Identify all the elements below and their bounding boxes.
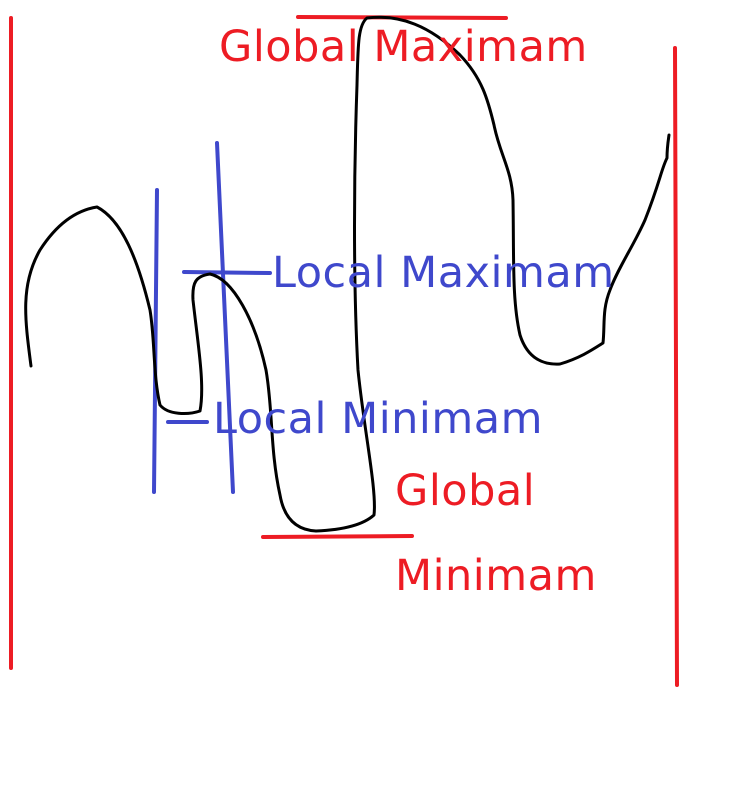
local-maximum-label: Local Maximam — [272, 248, 615, 298]
global-minimum-label-line2: Minimam — [395, 551, 597, 601]
local-right-vertical-line — [215, 141, 235, 494]
function-curve — [24, 15, 671, 533]
global-min-line — [261, 534, 414, 539]
global-max-line — [296, 15, 508, 20]
right-boundary-line — [673, 46, 679, 687]
local-left-vertical-line — [152, 188, 159, 494]
global-maximum-label: Global Maximam — [219, 22, 588, 72]
local-max-tick — [182, 270, 272, 275]
local-minimum-label: Local Minimam — [213, 394, 543, 444]
global-minimum-label-line1: Global — [395, 466, 536, 516]
